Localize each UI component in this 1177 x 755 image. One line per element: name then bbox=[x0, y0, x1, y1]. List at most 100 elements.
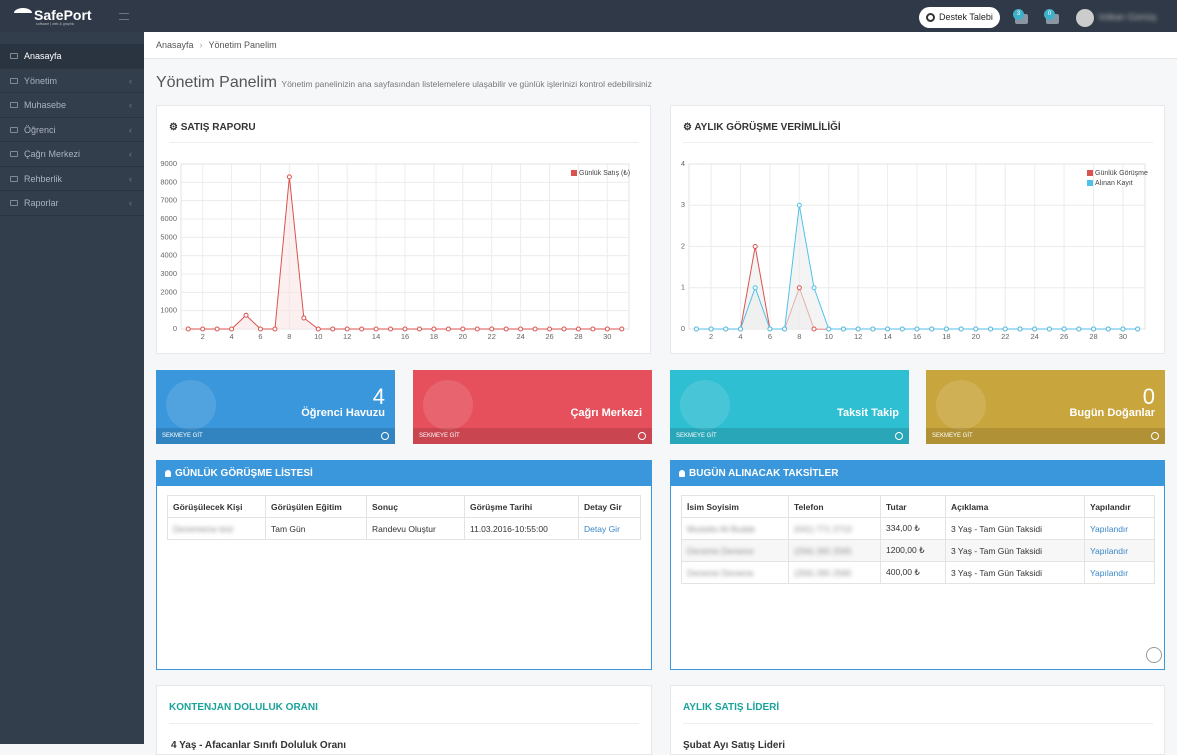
tile[interactable]: 0 Bugün Doğanlar SEKMEYE GİT bbox=[926, 370, 1165, 444]
user-name[interactable]: Volkan Gümüş bbox=[1098, 12, 1157, 22]
cell-text: (256) 265 2565 bbox=[794, 545, 852, 556]
tile-link[interactable]: SEKMEYE GİT bbox=[932, 433, 973, 439]
point bbox=[782, 326, 788, 332]
point bbox=[811, 285, 817, 291]
tile-footer[interactable]: SEKMEYE GİT bbox=[156, 428, 395, 444]
support-button[interactable]: Destek Talebi bbox=[919, 7, 1000, 28]
link[interactable]: Yapılandır bbox=[1090, 567, 1129, 578]
logo-icon bbox=[14, 8, 32, 18]
menu-icon bbox=[10, 77, 18, 84]
point bbox=[723, 326, 729, 332]
tile-footer[interactable]: SEKMEYE GİT bbox=[413, 428, 652, 444]
point bbox=[899, 326, 905, 332]
point bbox=[503, 326, 509, 332]
point bbox=[243, 312, 249, 318]
point bbox=[286, 174, 292, 180]
column-header: Açıklama bbox=[945, 495, 1085, 518]
point bbox=[693, 326, 699, 332]
point bbox=[855, 326, 861, 332]
avatar[interactable] bbox=[1076, 9, 1094, 27]
x-tick-label: 28 bbox=[1089, 332, 1097, 341]
point bbox=[532, 326, 538, 332]
point bbox=[359, 326, 365, 332]
cell[interactable]: Yapılandır bbox=[1084, 517, 1155, 540]
column-header: İsim Soyisim bbox=[681, 495, 789, 518]
top-bar: SafePort software | web & graphic Destek… bbox=[0, 0, 1177, 32]
page-title: Yönetim Panelim Yönetim panelinizin ana … bbox=[156, 74, 652, 92]
tile-value: 4 bbox=[372, 384, 385, 409]
legend-swatch bbox=[1087, 170, 1093, 176]
header-row: Görüşülecek Kişi Görüşülen Eğitim Sonuç Gör… bbox=[167, 495, 641, 518]
menu-label: Rehberlik bbox=[24, 173, 63, 184]
point bbox=[373, 326, 379, 332]
tile[interactable]: Taksit Takip SEKMEYE GİT bbox=[670, 370, 909, 444]
point bbox=[796, 285, 802, 291]
tile-link[interactable]: SEKMEYE GİT bbox=[676, 433, 717, 439]
x-tick-label: 18 bbox=[942, 332, 950, 341]
panel-title: AYLIK SATIŞ LİDERİ bbox=[683, 702, 780, 713]
x-tick-label: 10 bbox=[825, 332, 833, 341]
cell: 334,00 ₺ bbox=[880, 517, 946, 540]
panel: KONTENJAN DOLULUK ORANI 4 Yaş - Afacanlar… bbox=[156, 685, 652, 755]
tile[interactable]: Çağrı Merkezi SEKMEYE GİT bbox=[413, 370, 652, 444]
point bbox=[214, 326, 220, 332]
cell[interactable]: Yapılandır bbox=[1084, 561, 1155, 584]
breadcrumb-item[interactable]: Anasayfa bbox=[156, 40, 194, 50]
cell: Mustafa Ali Budak bbox=[681, 517, 789, 540]
cell[interactable]: Yapılandır bbox=[1084, 539, 1155, 562]
table-row: Deneme Deneme (256) 265 2565 400,00 ₺ 3 Yaş… bbox=[681, 561, 1155, 584]
column-header: Telefon bbox=[788, 495, 881, 518]
menu-item[interactable]: Muhasebe ‹ bbox=[0, 93, 144, 118]
tile-link[interactable]: SEKMEYE GİT bbox=[162, 433, 203, 439]
point bbox=[330, 326, 336, 332]
y-tick-label: 6000 bbox=[160, 214, 177, 223]
point bbox=[796, 202, 802, 208]
menu-item[interactable]: Anasayfa bbox=[0, 44, 144, 69]
tile-link[interactable]: SEKMEYE GİT bbox=[419, 433, 460, 439]
scroll-top[interactable] bbox=[1146, 647, 1162, 663]
point bbox=[518, 326, 524, 332]
menu-item[interactable]: Rehberlik ‹ bbox=[0, 167, 144, 191]
point bbox=[445, 326, 451, 332]
legend-swatch bbox=[1087, 180, 1093, 186]
tile-footer[interactable]: SEKMEYE GİT bbox=[926, 428, 1165, 444]
menu-toggle[interactable] bbox=[119, 13, 129, 20]
menu-item[interactable]: Çağrı Merkezi ‹ bbox=[0, 142, 144, 167]
y-tick-label: 1000 bbox=[160, 306, 177, 315]
link[interactable]: Yapılandır bbox=[1090, 545, 1129, 556]
point bbox=[315, 326, 321, 332]
y-tick-label: 7000 bbox=[160, 196, 177, 205]
link[interactable]: Yapılandır bbox=[1090, 523, 1129, 534]
point bbox=[431, 326, 437, 332]
point bbox=[1135, 326, 1141, 332]
menu-item[interactable]: Öğrenci ‹ bbox=[0, 118, 144, 142]
y-tick-label: 5000 bbox=[160, 232, 177, 241]
x-tick-label: 26 bbox=[545, 332, 553, 341]
menu-item[interactable]: Raporlar ‹ bbox=[0, 191, 144, 216]
cell-text: Denememe test bbox=[173, 523, 233, 534]
tile-footer[interactable]: SEKMEYE GİT bbox=[670, 428, 909, 444]
cell-text: 3 Yaş - Tam Gün Taksidi bbox=[951, 545, 1043, 556]
tile[interactable]: 4 Öğrenci Havuzu SEKMEYE GİT bbox=[156, 370, 395, 444]
link[interactable]: Detay Gir bbox=[584, 523, 620, 534]
chevron: ‹ bbox=[129, 75, 132, 86]
chevron: ‹ bbox=[129, 149, 132, 159]
column-header: Yapılandır bbox=[1084, 495, 1155, 518]
cell-text: 3 Yaş - Tam Gün Taksidi bbox=[951, 567, 1043, 578]
legend-swatch bbox=[571, 170, 577, 176]
menu: Anasayfa Yönetim ‹ Muhasebe ‹ Öğrenci ‹ Çağrı M… bbox=[0, 44, 144, 216]
cell-text: 11.03.2016-10:55:00 bbox=[470, 523, 548, 534]
chart-panel: ⚙ SATIŞ RAPORU 0 1000 2000 3000 4000 5000 6000 7… bbox=[156, 105, 651, 354]
tile-label: Çağrı Merkezi bbox=[570, 407, 642, 419]
table-panel: GÜNLÜK GÖRÜŞME LİSTESİ Görüşülecek Kişi Gö… bbox=[156, 460, 652, 670]
cell-text: Deneme Deneme bbox=[687, 545, 754, 556]
point bbox=[840, 326, 846, 332]
point bbox=[547, 326, 553, 332]
point bbox=[1061, 326, 1067, 332]
badge: 3 bbox=[1013, 9, 1024, 20]
cell[interactable]: Detay Gir bbox=[578, 517, 641, 540]
point bbox=[752, 285, 758, 291]
menu-item[interactable]: Yönetim ‹ bbox=[0, 69, 144, 93]
point bbox=[402, 326, 408, 332]
